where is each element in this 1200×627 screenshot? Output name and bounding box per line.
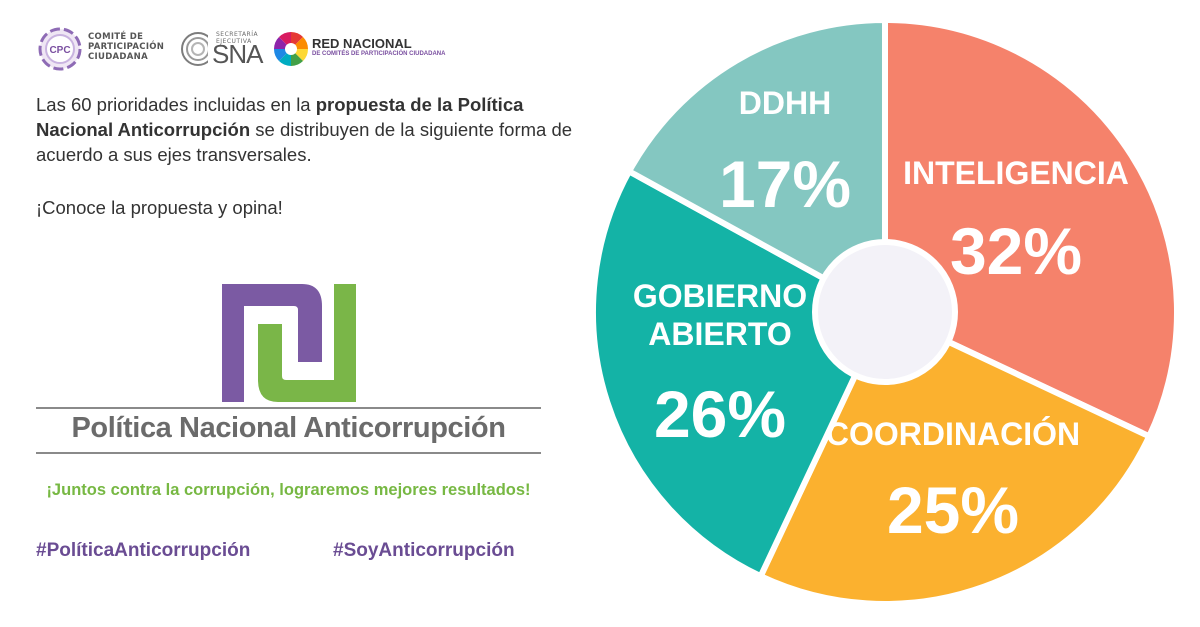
pie-slice-1 bbox=[882, 22, 1180, 440]
cpc-emblem-icon: CPC bbox=[38, 27, 82, 71]
slice-percent-label: 17% bbox=[719, 147, 851, 221]
cpc-mark: CPC bbox=[49, 45, 70, 56]
slice-percent-label: 25% bbox=[887, 473, 1019, 547]
slice-name-label: ABIERTO bbox=[648, 316, 791, 352]
partner-logos: CPC COMITÉ DE PARTICIPACIÓN CIUDADANA SE… bbox=[36, 26, 456, 72]
priorities-pie-chart: INTELIGENCIA 32% COORDINACIÓN 25% GOBIERNOAB… bbox=[590, 22, 1180, 607]
cpc-name: COMITÉ DE PARTICIPACIÓN CIUDADANA bbox=[88, 32, 165, 62]
intro-text-2: se distribuyen de la siguiente forma de … bbox=[36, 119, 573, 165]
red-nacional-title: RED NACIONAL bbox=[312, 36, 412, 51]
red-nacional-subtitle: DE COMITÉS DE PARTICIPACIÓN CIUDADANA bbox=[312, 51, 446, 57]
intro-paragraph: Las 60 prioridades incluidas en la propu… bbox=[36, 92, 596, 167]
red-nacional-logo: RED NACIONAL DE COMITÉS DE PARTICIPACIÓN… bbox=[272, 26, 462, 72]
call-to-action: ¡Conoce la propuesta y opina! bbox=[36, 197, 283, 218]
pna-logo-mark-icon bbox=[222, 284, 356, 402]
sna-swirl-icon bbox=[181, 26, 218, 72]
slice-name-label: GOBIERNO bbox=[633, 278, 807, 314]
sna-caption: SECRETARÍA EJECUTIVA bbox=[216, 31, 259, 45]
slice-name-label: DDHH bbox=[739, 85, 831, 121]
slogan: ¡Juntos contra la corrupción, lograremos… bbox=[46, 481, 531, 499]
pie-slice-4 bbox=[626, 22, 888, 315]
sna-wordmark: SNA bbox=[212, 39, 263, 69]
pie-center-hole bbox=[812, 239, 958, 385]
hashtag-politica[interactable]: #PolíticaAnticorrupción bbox=[36, 540, 251, 561]
policy-title: Política Nacional Anticorrupción bbox=[71, 412, 506, 444]
divider-bottom bbox=[36, 452, 541, 454]
hashtag-soy[interactable]: #SoyAnticorrupción bbox=[333, 540, 515, 561]
pie-slices bbox=[590, 22, 1180, 607]
slice-name-label: COORDINACIÓN bbox=[826, 416, 1080, 452]
intro-text-1: Las 60 prioridades incluidas en la bbox=[36, 94, 316, 115]
cpc-logo: CPC COMITÉ DE PARTICIPACIÓN CIUDADANA bbox=[36, 26, 176, 72]
slice-name-label: INTELIGENCIA bbox=[903, 155, 1129, 191]
slice-percent-label: 26% bbox=[654, 377, 786, 451]
red-nacional-flower-icon bbox=[274, 32, 308, 66]
sna-logo: SECRETARÍA EJECUTIVA SNA bbox=[178, 26, 270, 72]
divider-top bbox=[36, 407, 541, 409]
intro-text-bold: propuesta de la Política Nacional Antico… bbox=[36, 94, 524, 140]
pie-slice-2 bbox=[757, 309, 1153, 607]
slice-percent-label: 32% bbox=[950, 214, 1082, 288]
pie-labels: INTELIGENCIA 32% COORDINACIÓN 25% GOBIERNOAB… bbox=[633, 85, 1129, 547]
